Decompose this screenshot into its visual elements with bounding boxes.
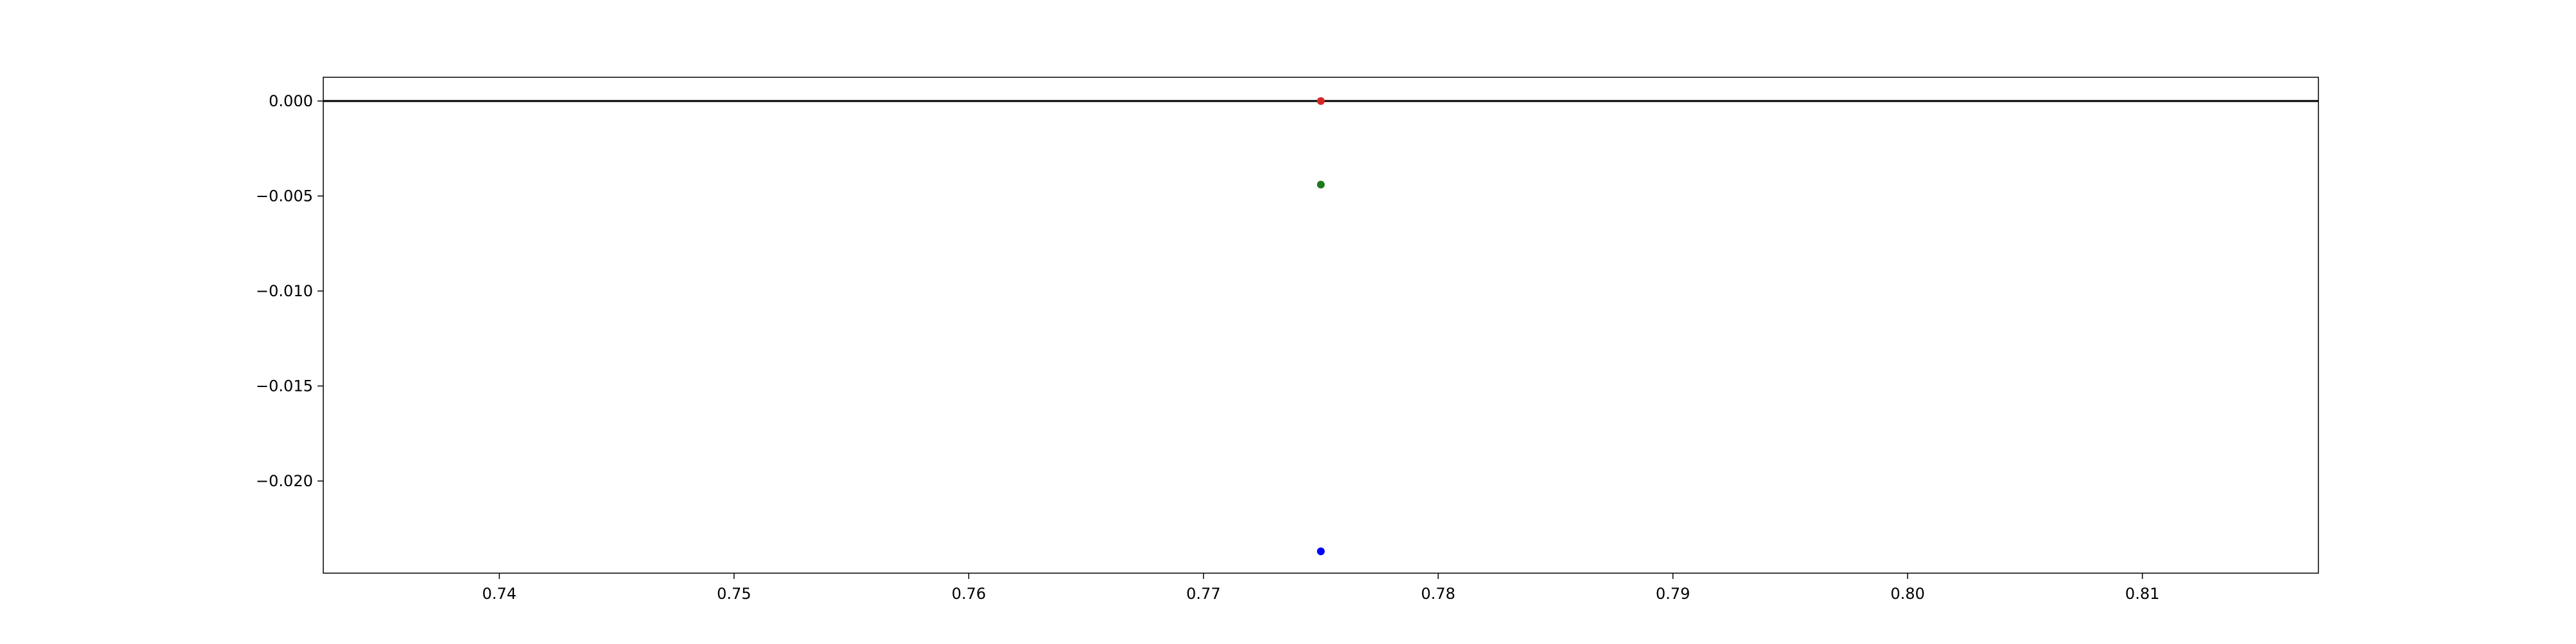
data-point (1317, 547, 1325, 556)
x-axis: 0.74 0.75 0.76 0.77 0.78 0.79 0.80 0.81 (482, 573, 2159, 603)
plot-area (323, 77, 2319, 574)
y-tick-label: −0.005 (256, 187, 313, 205)
axes-frame (323, 77, 2319, 574)
x-tick-label: 0.81 (2125, 585, 2159, 603)
x-tick-label: 0.80 (1890, 585, 1924, 603)
x-tick-label: 0.79 (1656, 585, 1690, 603)
y-tick-label: −0.010 (256, 282, 313, 300)
x-tick-label: 0.75 (717, 585, 751, 603)
x-tick-label: 0.76 (952, 585, 986, 603)
y-tick-label: −0.015 (256, 377, 313, 395)
y-tick-label: −0.020 (256, 472, 313, 490)
data-point (1317, 97, 1325, 105)
data-point (1317, 180, 1325, 189)
data-points (1317, 97, 1325, 556)
x-tick-label: 0.77 (1186, 585, 1220, 603)
y-axis: 0.000 −0.005 −0.010 −0.015 −0.020 (256, 92, 323, 490)
x-tick-label: 0.78 (1421, 585, 1455, 603)
y-tick-label: 0.000 (269, 92, 313, 110)
x-tick-label: 0.74 (482, 585, 516, 603)
